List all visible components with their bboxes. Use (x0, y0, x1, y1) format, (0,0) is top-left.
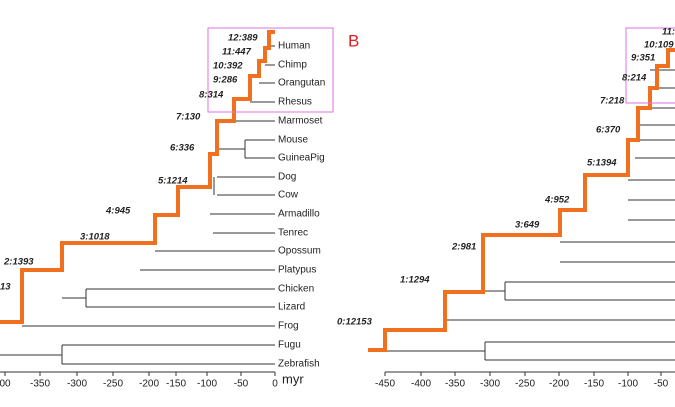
node-label: 11: (662, 27, 675, 38)
species-label: Opossum (278, 246, 321, 257)
node-label: 3:649 (515, 220, 540, 231)
tick-label: -100 (618, 379, 638, 390)
species-label: Cow (278, 190, 299, 201)
tick-label: -250 (515, 379, 535, 390)
node-label: 5:1394 (587, 158, 617, 169)
species-label: Fugu (278, 340, 301, 351)
node-label: 10:109 (644, 40, 674, 51)
species-label: Mouse (278, 135, 308, 146)
tick-label: -50 (234, 379, 249, 390)
node-label: 6:336 (170, 143, 195, 154)
tick-label: 0 (272, 379, 278, 390)
species-label: GuineaPig (278, 153, 325, 164)
node-label: 7:130 (176, 112, 201, 123)
species-label: Platypus (278, 265, 316, 276)
highlight-path (0, 30, 275, 324)
node-label: 9:286 (213, 75, 238, 86)
highlight-path (368, 48, 675, 352)
tick-label: -200 (549, 379, 569, 390)
node-label: 2:1393 (3, 257, 34, 268)
species-label: Dog (278, 172, 296, 183)
tick-label: -50 (654, 379, 669, 390)
highlight-box (625, 27, 675, 104)
tick-label: -450 (375, 379, 395, 390)
tick-label: -300 (480, 379, 500, 390)
node-label: 2:981 (451, 242, 476, 253)
tick-label: 00 (0, 379, 11, 390)
highlight-box (207, 27, 334, 113)
node-label: 8:214 (622, 73, 647, 84)
species-label: Lizard (278, 302, 305, 313)
species-label: Tenrec (278, 228, 308, 239)
node-label: 6:370 (596, 125, 621, 136)
axis-label: myr (282, 371, 304, 386)
tick-label: -150 (166, 379, 186, 390)
node-label: 12:389 (228, 33, 258, 44)
tick-label: -300 (67, 379, 87, 390)
node-label: 11:447 (222, 47, 252, 58)
node-label: 0:12153 (337, 317, 373, 328)
node-label: 5:1214 (158, 176, 188, 187)
species-label: Zebrafish (278, 359, 320, 370)
node-label: 13 (0, 282, 11, 293)
node-label: 3:1018 (80, 232, 110, 243)
species-label: Rhesus (278, 97, 312, 108)
tick-label: -350 (445, 379, 465, 390)
node-label: 4:952 (544, 195, 570, 206)
node-label: 8:314 (199, 90, 224, 101)
tick-label: -400 (411, 379, 431, 390)
panel-label: B (348, 31, 359, 50)
species-label: Chicken (278, 284, 314, 295)
tick-label: -200 (139, 379, 159, 390)
species-label: Chimp (278, 60, 307, 71)
tick-label: -350 (30, 379, 50, 390)
species-label: Armadillo (278, 209, 320, 220)
node-label: 10:392 (213, 61, 243, 72)
node-label: 4:945 (105, 206, 131, 217)
species-label: Marmoset (278, 116, 323, 127)
tick-label: -100 (197, 379, 217, 390)
node-label: 9:351 (631, 53, 655, 64)
species-label: Orangutan (278, 78, 325, 89)
tick-label: -150 (584, 379, 604, 390)
species-label: Frog (278, 321, 299, 332)
node-label: 7:218 (600, 96, 625, 107)
tree-branches (385, 69, 675, 361)
tick-label: -250 (103, 379, 123, 390)
node-label: 1:1294 (400, 275, 430, 286)
tree-branches (0, 45, 275, 365)
species-label: Human (278, 41, 310, 52)
